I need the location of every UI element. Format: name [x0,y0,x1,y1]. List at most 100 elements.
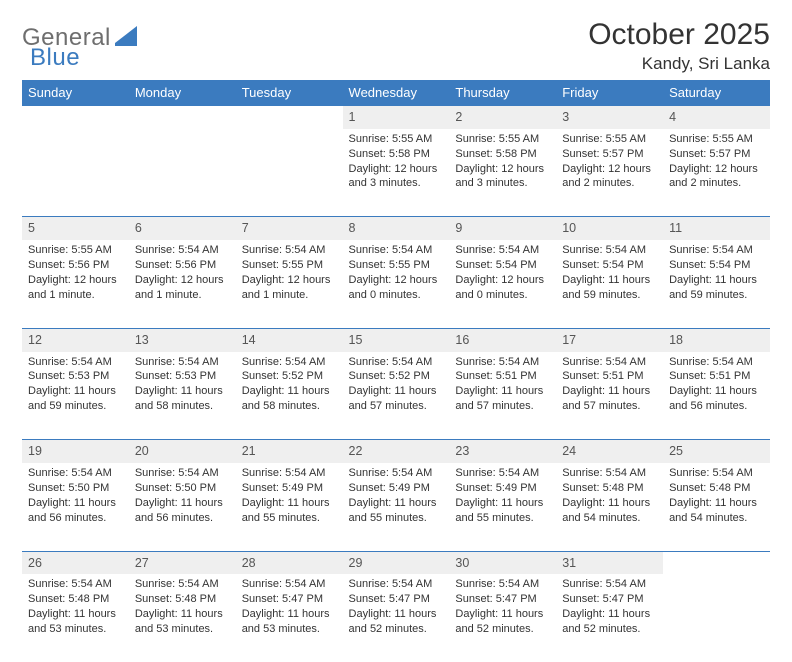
day-number: 28 [236,551,343,574]
logo-sail-icon [115,26,137,51]
day-detail-line: Daylight: 11 hours [669,496,764,511]
day-detail-line: Sunset: 5:54 PM [669,258,764,273]
day-cell: Sunrise: 5:55 AMSunset: 5:58 PMDaylight:… [343,129,450,217]
day-detail-line: Sunrise: 5:54 AM [562,466,657,481]
day-cell: Sunrise: 5:54 AMSunset: 5:48 PMDaylight:… [22,574,129,662]
day-detail-line: Sunrise: 5:54 AM [562,243,657,258]
day-detail-line: Daylight: 11 hours [562,384,657,399]
day-detail-line: Daylight: 11 hours [28,496,123,511]
day-detail-line: Sunrise: 5:54 AM [242,466,337,481]
day-detail-line: Sunset: 5:54 PM [455,258,550,273]
day-detail-line: Sunset: 5:51 PM [455,369,550,384]
day-detail-line: and 57 minutes. [562,399,657,414]
day-number: 30 [449,551,556,574]
day-header: Tuesday [236,80,343,106]
day-number: 9 [449,217,556,240]
day-detail-line: Daylight: 12 hours [135,273,230,288]
day-detail-line: Daylight: 11 hours [669,384,764,399]
day-detail-line: and 56 minutes. [669,399,764,414]
calendar-body: 1234Sunrise: 5:55 AMSunset: 5:58 PMDayli… [22,106,770,662]
logo-sub: Blue [28,44,80,72]
day-detail-line: Daylight: 12 hours [455,273,550,288]
day-detail-line: Sunrise: 5:54 AM [455,577,550,592]
day-cell: Sunrise: 5:54 AMSunset: 5:53 PMDaylight:… [22,352,129,440]
day-cell: Sunrise: 5:54 AMSunset: 5:50 PMDaylight:… [22,463,129,551]
day-detail-line: Sunrise: 5:54 AM [455,243,550,258]
day-detail-line: and 2 minutes. [669,176,764,191]
day-detail-line: and 53 minutes. [242,622,337,637]
day-number-row: 12131415161718 [22,328,770,351]
day-cell [129,129,236,217]
day-number: 23 [449,440,556,463]
day-detail-line: Daylight: 12 hours [562,162,657,177]
day-header-row: Sunday Monday Tuesday Wednesday Thursday… [22,80,770,106]
day-detail-line: Sunset: 5:49 PM [455,481,550,496]
day-number-row: 19202122232425 [22,440,770,463]
day-detail-line: Daylight: 11 hours [349,496,444,511]
day-cell: Sunrise: 5:55 AMSunset: 5:56 PMDaylight:… [22,240,129,328]
day-cell: Sunrise: 5:54 AMSunset: 5:54 PMDaylight:… [663,240,770,328]
day-detail-row: Sunrise: 5:55 AMSunset: 5:56 PM Daylight:… [22,240,770,328]
day-detail-line: and 52 minutes. [562,622,657,637]
day-cell [663,574,770,662]
day-detail-line: Daylight: 12 hours [349,273,444,288]
day-cell: Sunrise: 5:54 AMSunset: 5:51 PMDaylight:… [556,352,663,440]
day-detail-line: Sunset: 5:55 PM [242,258,337,273]
day-detail-line: and 56 minutes. [28,511,123,526]
day-detail-line: and 2 minutes. [562,176,657,191]
day-detail-line: Sunrise: 5:54 AM [242,577,337,592]
day-number: 6 [129,217,236,240]
day-header: Wednesday [343,80,450,106]
day-detail-line: Sunrise: 5:54 AM [28,466,123,481]
day-detail-line: Sunset: 5:54 PM [562,258,657,273]
day-detail-line: Sunset: 5:47 PM [349,592,444,607]
day-detail-line: and 0 minutes. [455,288,550,303]
day-number: 2 [449,106,556,129]
day-header: Sunday [22,80,129,106]
day-number: 7 [236,217,343,240]
day-number: 16 [449,328,556,351]
day-detail-line: Daylight: 11 hours [669,273,764,288]
day-detail-line: Daylight: 12 hours [242,273,337,288]
day-detail-line: and 59 minutes. [669,288,764,303]
location: Kandy, Sri Lanka [588,54,770,74]
day-cell: Sunrise: 5:54 AMSunset: 5:48 PMDaylight:… [129,574,236,662]
day-detail-line: and 0 minutes. [349,288,444,303]
day-detail-line: Sunset: 5:51 PM [562,369,657,384]
day-number [129,106,236,129]
day-cell: Sunrise: 5:54 AMSunset: 5:56 PMDaylight:… [129,240,236,328]
title-block: October 2025 Kandy, Sri Lanka [588,18,770,74]
day-detail-line: Sunset: 5:56 PM [28,258,123,273]
day-cell: Sunrise: 5:54 AMSunset: 5:47 PMDaylight:… [236,574,343,662]
day-detail-line: and 3 minutes. [349,176,444,191]
day-detail-line: Sunrise: 5:55 AM [349,132,444,147]
day-cell: Sunrise: 5:54 AMSunset: 5:49 PMDaylight:… [236,463,343,551]
day-detail-line: Sunset: 5:50 PM [135,481,230,496]
day-detail-line: Sunset: 5:47 PM [455,592,550,607]
day-detail-line: Sunrise: 5:54 AM [28,355,123,370]
day-detail-line: Sunset: 5:58 PM [455,147,550,162]
day-number-row: 262728293031 [22,551,770,574]
day-detail-line: Sunset: 5:47 PM [562,592,657,607]
day-detail-line: Sunset: 5:57 PM [669,147,764,162]
day-detail-line: Daylight: 11 hours [242,496,337,511]
day-detail-line: Sunset: 5:50 PM [28,481,123,496]
day-detail-line: Sunset: 5:48 PM [28,592,123,607]
day-detail-line: Daylight: 11 hours [242,607,337,622]
day-number: 18 [663,328,770,351]
day-detail-line: Sunrise: 5:54 AM [669,466,764,481]
day-detail-line: and 1 minute. [242,288,337,303]
day-cell [236,129,343,217]
day-detail-line: Sunrise: 5:55 AM [28,243,123,258]
day-detail-line: and 3 minutes. [455,176,550,191]
day-detail-line: Daylight: 12 hours [349,162,444,177]
day-number [663,551,770,574]
day-cell: Sunrise: 5:54 AMSunset: 5:53 PMDaylight:… [129,352,236,440]
day-detail-line: and 52 minutes. [349,622,444,637]
day-cell: Sunrise: 5:54 AMSunset: 5:51 PMDaylight:… [449,352,556,440]
day-number: 25 [663,440,770,463]
day-detail-line: Daylight: 11 hours [135,496,230,511]
day-detail-line: and 57 minutes. [455,399,550,414]
day-cell: Sunrise: 5:54 AMSunset: 5:54 PMDaylight:… [449,240,556,328]
day-detail-line: Sunset: 5:52 PM [349,369,444,384]
